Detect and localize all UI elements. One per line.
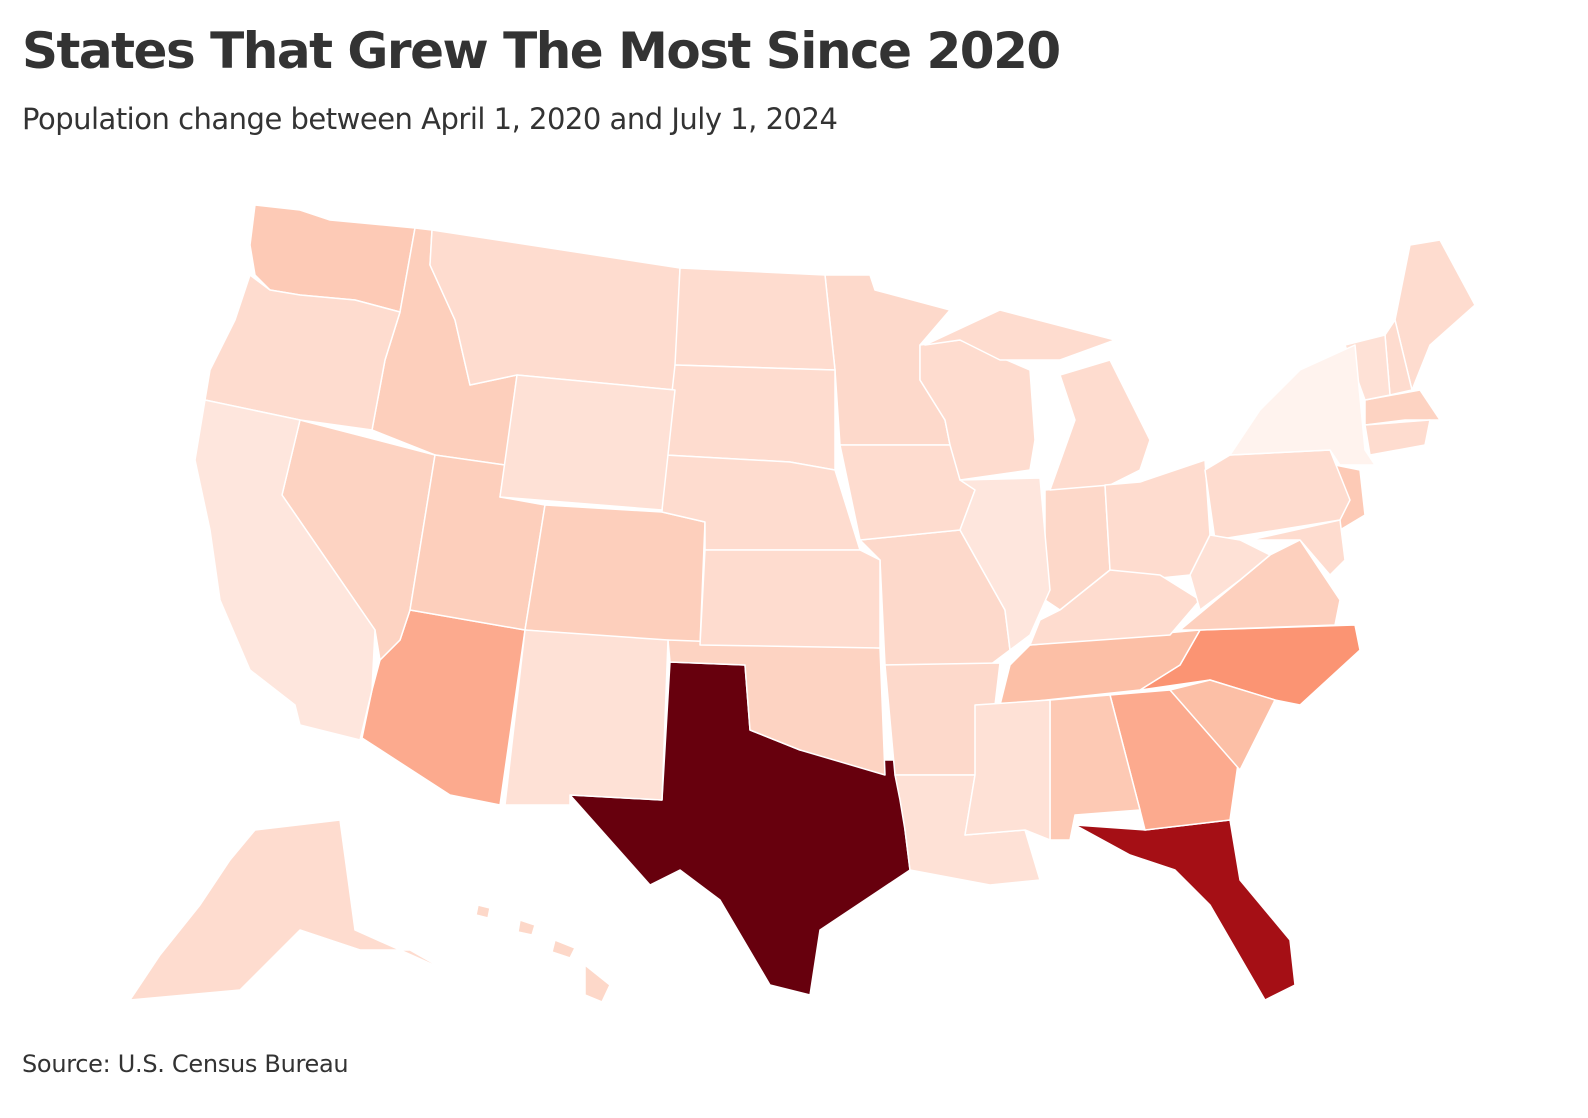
state-ok (667, 639, 886, 776)
state-fl (1074, 819, 1296, 1001)
state-il (959, 477, 1051, 651)
state-nm (504, 629, 669, 806)
state-hi (475, 904, 611, 1003)
source-note: Source: U.S. Census Bureau (22, 1050, 349, 1078)
state-ca (194, 399, 376, 741)
state-ms (964, 699, 1051, 841)
state-wy (499, 374, 676, 511)
state-co (524, 504, 706, 646)
state-wv (1189, 534, 1271, 611)
map-subtitle: Population change between April 1, 2020 … (22, 102, 838, 136)
state-ny (1229, 344, 1376, 466)
state-ak (129, 819, 446, 1001)
map-title: States That Grew The Most Since 2020 (22, 22, 1061, 80)
state-ky (1029, 569, 1201, 646)
state-ks (699, 549, 881, 649)
state-sd (664, 364, 836, 471)
state-ct (1364, 419, 1431, 456)
state-nd (674, 267, 836, 371)
state-mt (429, 229, 681, 391)
state-md (1249, 519, 1346, 576)
state-mi (924, 309, 1151, 491)
state-or (204, 274, 401, 431)
state-sc (1169, 679, 1276, 771)
